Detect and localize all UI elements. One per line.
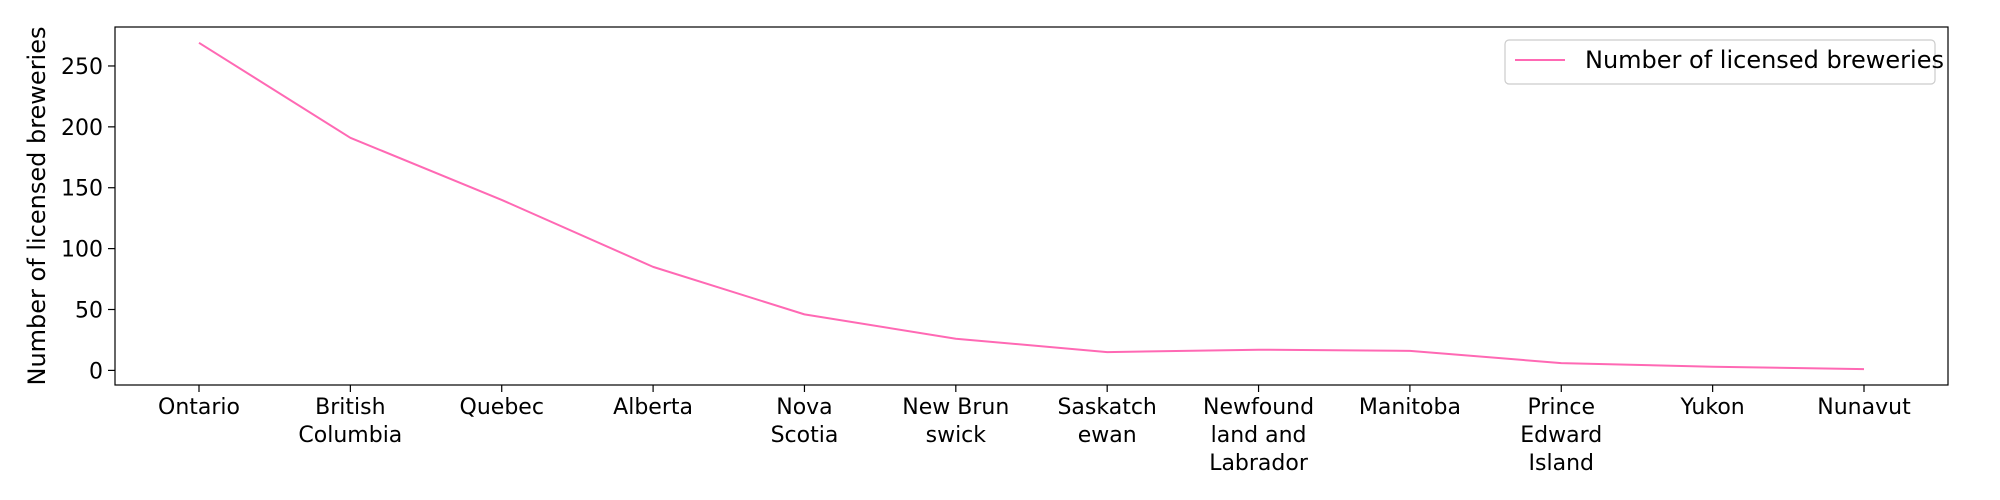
y-tick-label: 200 [61,116,103,141]
x-tick-label: Quebec [460,395,544,420]
x-tick-label: Manitoba [1359,395,1461,420]
legend-label: Number of licensed breweries [1585,46,1944,74]
y-axis-ticks: 0 50 100 150 200 250 [61,55,115,384]
legend: Number of licensed breweries [1504,39,1944,85]
x-axis-ticks: Ontario British Columbia Quebec Alberta Nova S… [158,385,1911,476]
series-layer [198,41,1865,371]
x-tick-label: Prince Edward Island [1520,395,1602,476]
x-tick-label: Yukon [1680,395,1745,420]
y-tick-label: 150 [61,177,103,202]
x-tick-label: British Columbia [298,395,402,448]
legend-box [1504,39,1936,85]
x-tick-label: Alberta [613,395,693,420]
y-tick-label: 0 [89,359,103,384]
y-tick-label: 50 [75,299,103,324]
plot-area [114,26,1949,386]
x-tick-label: Nunavut [1817,395,1911,420]
x-tick-label: New Brun swick [902,395,1009,448]
y-tick-label: 250 [61,55,103,80]
y-tick-label: 100 [61,238,103,263]
series-line [198,41,1865,371]
x-tick-label: Newfound land and Labrador [1203,395,1314,476]
x-tick-label: Saskatch ewan [1057,395,1156,448]
x-tick-label: Nova Scotia [771,395,839,448]
x-tick-label: Ontario [158,395,240,420]
y-axis-title: Number of licensed breweries [23,27,51,386]
